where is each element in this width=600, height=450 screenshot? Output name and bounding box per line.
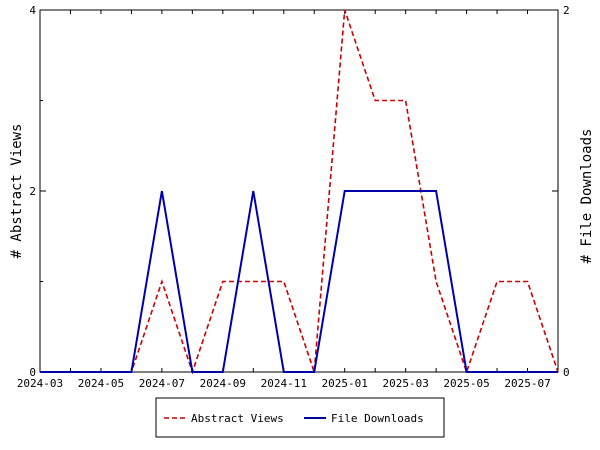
- y-axis-left-label: # Abstract Views: [9, 124, 25, 259]
- x-tick-label: 2025-03: [382, 377, 428, 390]
- x-tick-label: 2025-07: [504, 377, 550, 390]
- legend-box: [155, 397, 445, 438]
- legend-label-abstract-views: Abstract Views: [191, 412, 284, 425]
- plot-area: [39, 9, 559, 373]
- y-axis-right-label: # File Downloads: [579, 129, 595, 264]
- x-tick-label: 2024-05: [78, 377, 124, 390]
- y-left-tick-label: 0: [29, 366, 36, 379]
- series-line-file-downloads: [40, 190, 558, 373]
- series-layer: [40, 9, 559, 375]
- x-tick-label: 2024-09: [200, 377, 246, 390]
- legend-label-file-downloads: File Downloads: [331, 412, 424, 425]
- y-right-tick-label: 0: [563, 366, 570, 379]
- legend: Abstract Views File Downloads: [155, 397, 445, 438]
- labels-layer: 2024-03 2024-05 2024-07 2024-09 2024-11 2025-…: [17, 4, 570, 390]
- x-tick-label: 2024-11: [261, 377, 307, 390]
- y-left-tick-label: 4: [29, 4, 36, 17]
- x-tick-label: 2025-05: [443, 377, 489, 390]
- x-tick-label: 2024-03: [17, 377, 63, 390]
- x-tick-label: 2024-07: [139, 377, 185, 390]
- y-left-tick-label: 2: [29, 185, 36, 198]
- y-right-tick-label: 2: [563, 4, 570, 17]
- x-tick-label: 2025-01: [322, 377, 368, 390]
